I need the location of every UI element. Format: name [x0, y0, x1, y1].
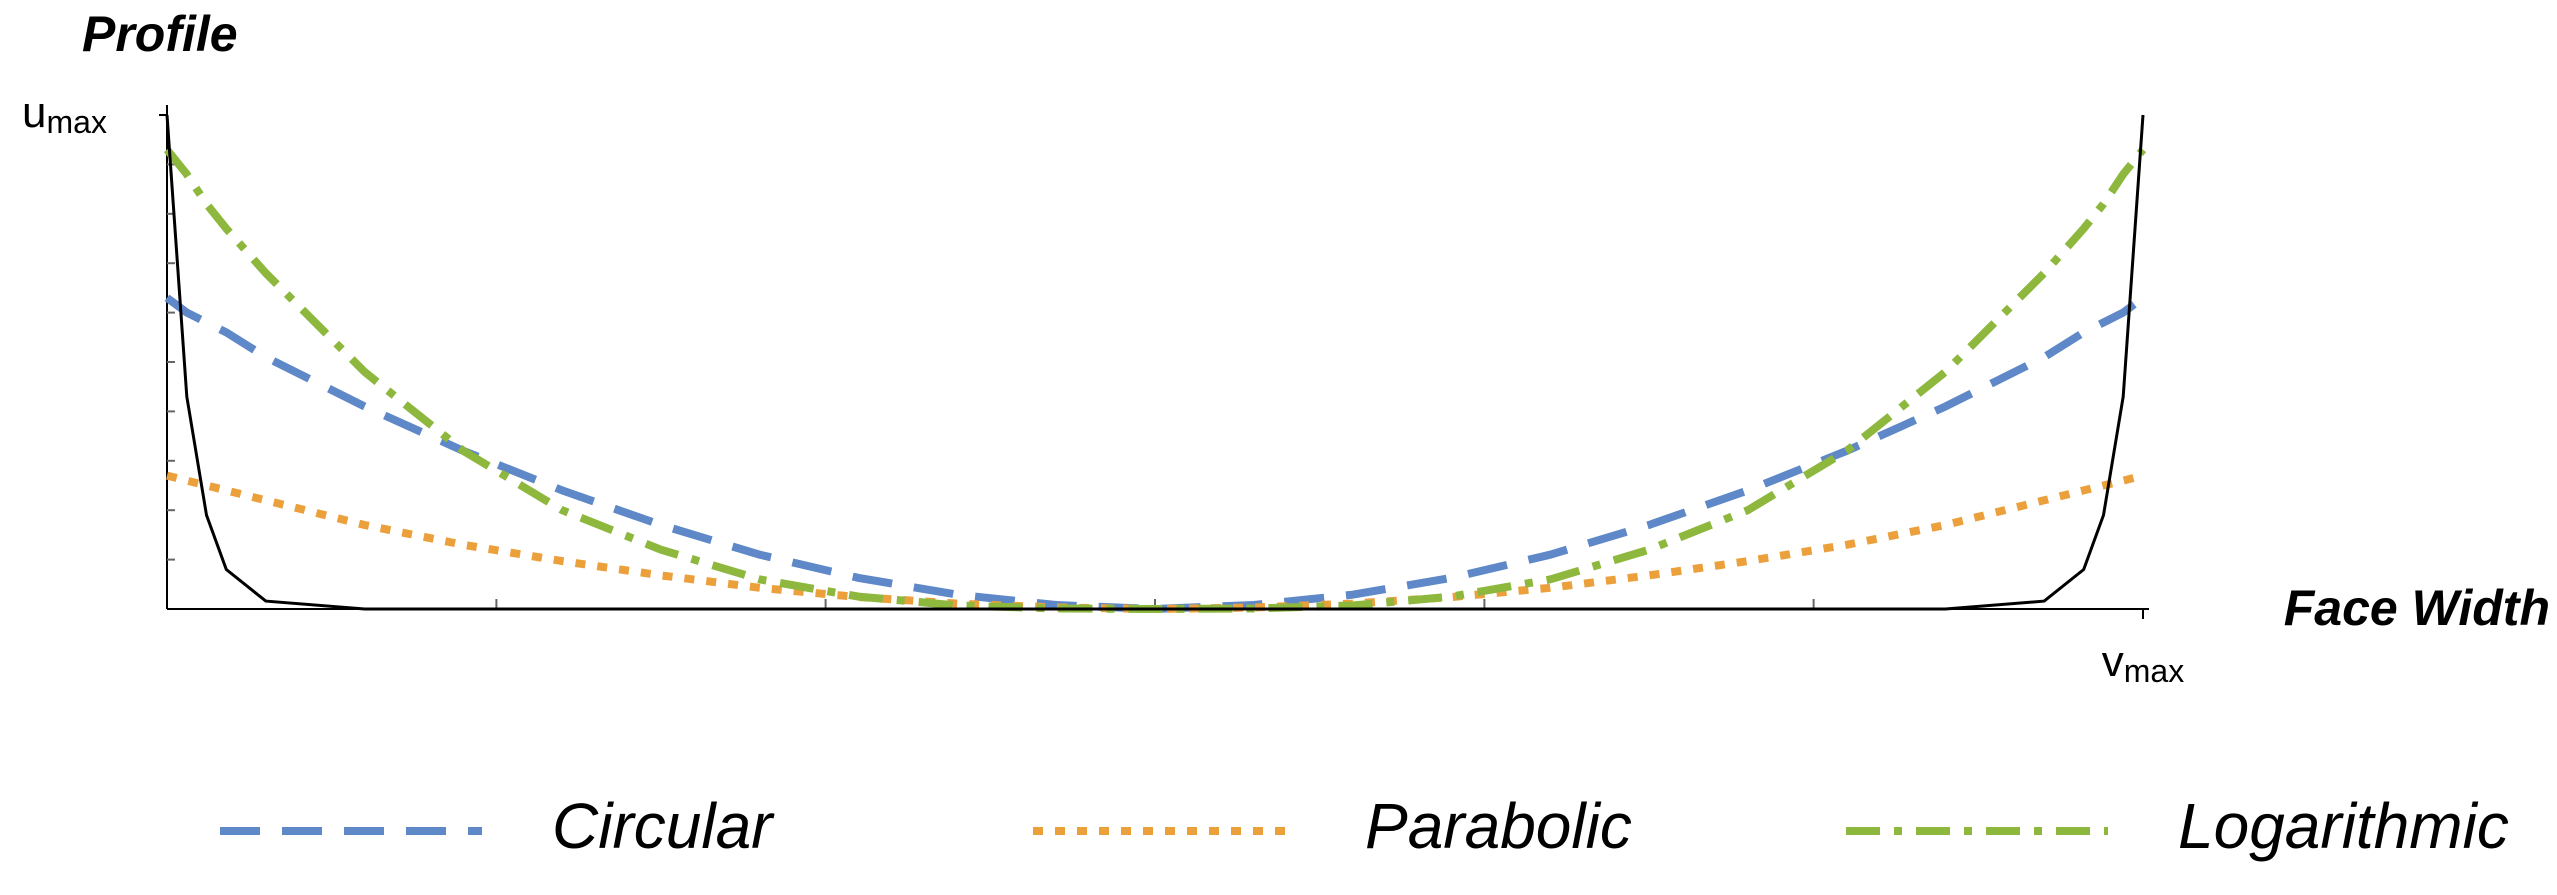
legend-label: Parabolic — [1365, 790, 1632, 862]
legend-label: Logarithmic — [2178, 790, 2509, 862]
y-axis-title: Profile — [82, 6, 238, 62]
x-tick-label: vmax — [2102, 637, 2184, 690]
legend-label: Circular — [552, 790, 775, 862]
series-line — [166, 471, 2144, 614]
y-tick-label-sub: max — [46, 104, 106, 140]
series-line — [164, 294, 2146, 614]
series-line — [163, 147, 2147, 614]
y-tick-label-main: u — [22, 88, 46, 137]
series-line — [165, 114, 2145, 611]
x-tick-label-sub: max — [2124, 653, 2184, 689]
y-tick-label: umax — [22, 88, 107, 141]
x-tick-label-main: v — [2102, 637, 2124, 686]
x-axis-title: Face Width — [2284, 580, 2550, 636]
